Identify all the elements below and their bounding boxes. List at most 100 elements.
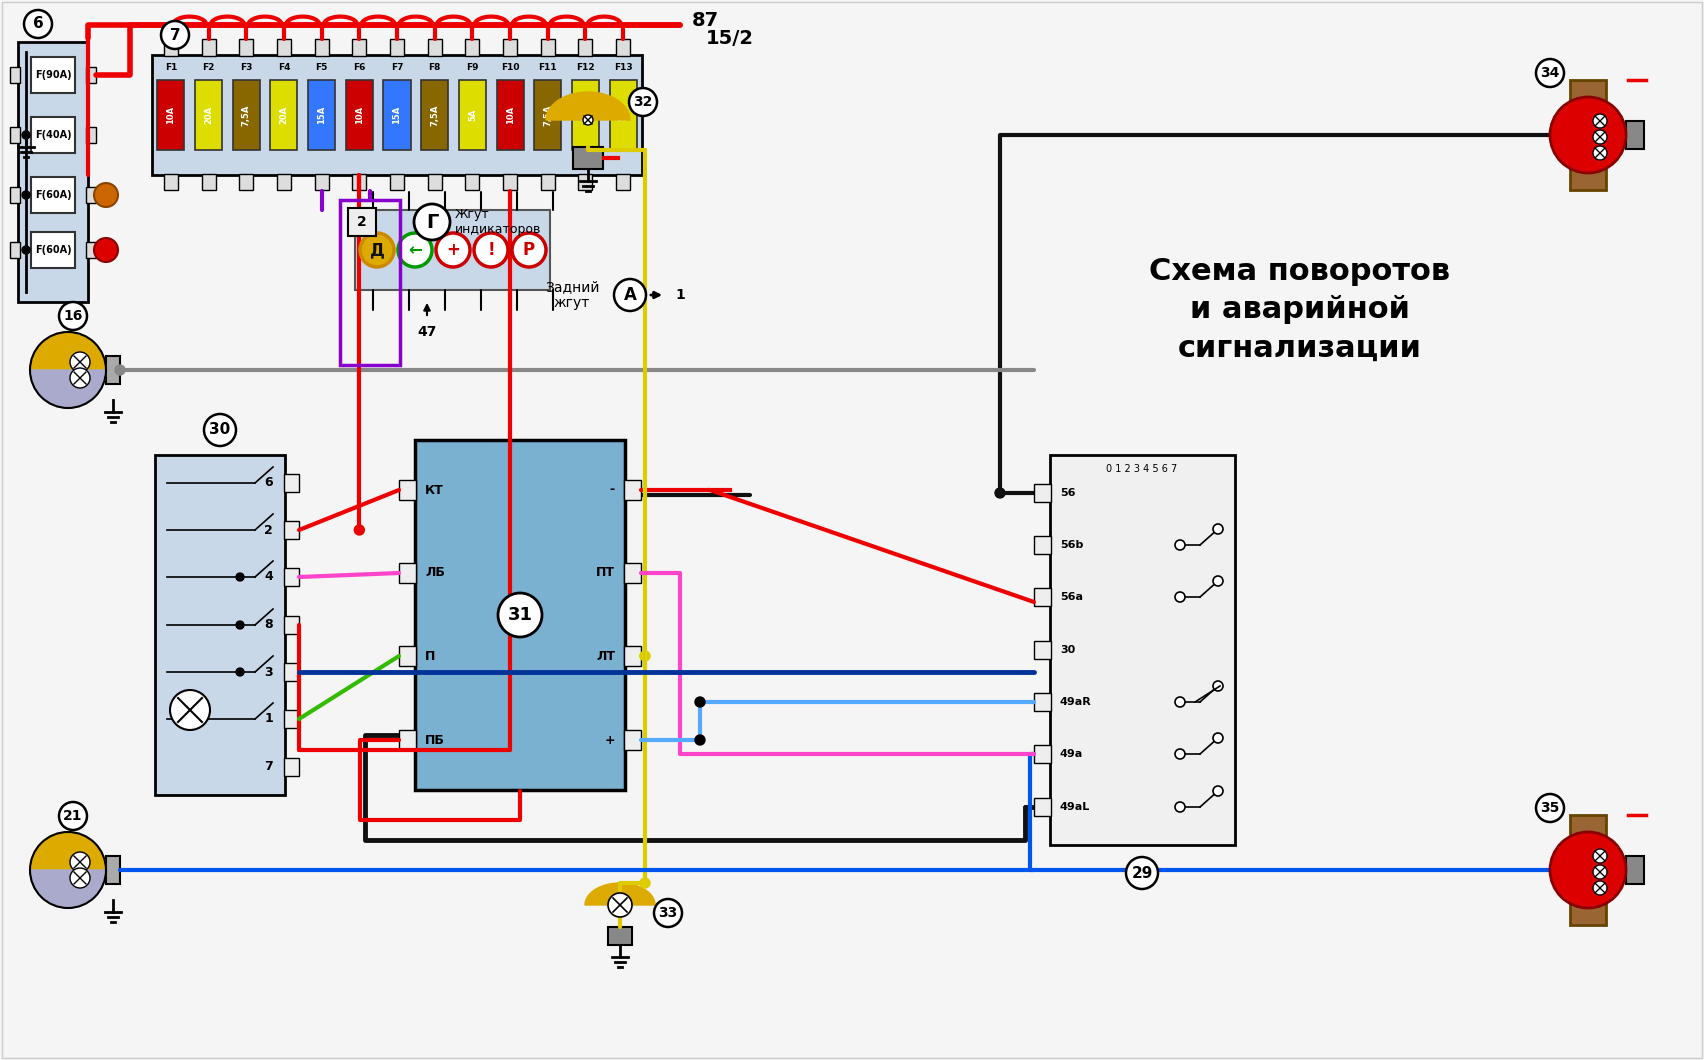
Text: F8: F8 bbox=[428, 63, 441, 71]
Bar bbox=[1034, 588, 1051, 606]
Text: 34: 34 bbox=[1540, 66, 1559, 80]
Text: 35: 35 bbox=[1540, 801, 1559, 815]
Bar bbox=[19, 42, 89, 302]
Circle shape bbox=[24, 10, 53, 38]
Bar bbox=[152, 55, 642, 175]
Bar bbox=[1034, 745, 1051, 763]
Circle shape bbox=[399, 233, 433, 267]
Bar bbox=[465, 174, 479, 190]
Bar bbox=[399, 646, 416, 666]
Text: 87: 87 bbox=[692, 11, 719, 30]
Bar bbox=[85, 67, 95, 83]
Text: 20A: 20A bbox=[204, 106, 213, 124]
Text: F10: F10 bbox=[501, 63, 520, 71]
Bar bbox=[610, 81, 637, 149]
Text: 30: 30 bbox=[1060, 644, 1075, 655]
Text: !: ! bbox=[487, 241, 494, 259]
Bar bbox=[315, 39, 329, 56]
Text: 49a: 49a bbox=[1060, 749, 1084, 759]
Bar bbox=[573, 81, 600, 149]
Text: F(40A): F(40A) bbox=[34, 130, 72, 140]
Text: 7,5A: 7,5A bbox=[544, 104, 552, 126]
Text: F2: F2 bbox=[203, 63, 215, 71]
Circle shape bbox=[613, 279, 646, 311]
Circle shape bbox=[1176, 802, 1184, 812]
Bar bbox=[608, 928, 632, 946]
Circle shape bbox=[160, 21, 189, 49]
Bar bbox=[85, 127, 95, 143]
Bar bbox=[31, 177, 75, 213]
Text: F3: F3 bbox=[240, 63, 252, 71]
Text: ЛТ: ЛТ bbox=[596, 650, 615, 662]
Text: 7,5A: 7,5A bbox=[429, 104, 440, 126]
Circle shape bbox=[1213, 681, 1223, 691]
Bar bbox=[428, 39, 441, 56]
Text: F(90A): F(90A) bbox=[34, 70, 72, 80]
Bar bbox=[239, 39, 254, 56]
Text: 1: 1 bbox=[675, 288, 685, 302]
Bar bbox=[1569, 815, 1605, 925]
Text: +: + bbox=[446, 241, 460, 259]
Bar bbox=[1626, 856, 1644, 884]
Bar bbox=[399, 480, 416, 500]
Circle shape bbox=[1213, 524, 1223, 534]
Bar bbox=[503, 174, 516, 190]
Bar bbox=[194, 81, 222, 149]
Text: 6: 6 bbox=[32, 17, 43, 32]
Circle shape bbox=[60, 302, 87, 330]
Text: 32: 32 bbox=[634, 95, 653, 109]
Bar bbox=[617, 39, 630, 56]
Circle shape bbox=[204, 414, 235, 446]
Circle shape bbox=[1176, 540, 1184, 550]
Text: F(60A): F(60A) bbox=[34, 245, 72, 255]
Bar bbox=[465, 39, 479, 56]
Text: 49aL: 49aL bbox=[1060, 802, 1091, 812]
Circle shape bbox=[22, 191, 31, 199]
Circle shape bbox=[170, 690, 210, 730]
Text: 8: 8 bbox=[264, 618, 273, 632]
Bar bbox=[10, 187, 20, 204]
Text: 5A: 5A bbox=[581, 109, 590, 121]
Text: 49aR: 49aR bbox=[1060, 697, 1092, 707]
Bar bbox=[278, 39, 291, 56]
Bar bbox=[421, 81, 448, 149]
Text: F4: F4 bbox=[278, 63, 290, 71]
Text: 47: 47 bbox=[417, 325, 436, 339]
Circle shape bbox=[354, 525, 365, 535]
Bar bbox=[285, 710, 298, 728]
Circle shape bbox=[1551, 98, 1626, 173]
Circle shape bbox=[1551, 832, 1626, 908]
Circle shape bbox=[1176, 749, 1184, 759]
Circle shape bbox=[1126, 856, 1159, 889]
Bar bbox=[428, 174, 441, 190]
Text: 29: 29 bbox=[1131, 866, 1152, 881]
Text: 3: 3 bbox=[264, 666, 273, 678]
Text: Д: Д bbox=[370, 241, 385, 259]
Bar bbox=[578, 174, 593, 190]
Bar bbox=[503, 39, 516, 56]
Text: 4: 4 bbox=[264, 570, 273, 583]
Text: F(60A): F(60A) bbox=[34, 190, 72, 200]
Circle shape bbox=[654, 899, 682, 928]
Text: 5A: 5A bbox=[619, 109, 627, 121]
Bar bbox=[285, 758, 298, 776]
Bar bbox=[341, 200, 400, 365]
Bar bbox=[233, 81, 259, 149]
Bar bbox=[271, 81, 298, 149]
Bar bbox=[10, 67, 20, 83]
Circle shape bbox=[1213, 787, 1223, 796]
Text: Г: Г bbox=[426, 212, 438, 231]
Bar bbox=[285, 522, 298, 538]
Bar bbox=[308, 81, 336, 149]
Bar bbox=[624, 646, 641, 666]
Circle shape bbox=[94, 183, 118, 207]
Circle shape bbox=[70, 352, 90, 372]
Bar bbox=[164, 39, 177, 56]
Text: 20A: 20A bbox=[279, 106, 288, 124]
Bar bbox=[390, 174, 404, 190]
Bar bbox=[573, 147, 603, 169]
Circle shape bbox=[235, 668, 244, 676]
Bar bbox=[346, 81, 373, 149]
Circle shape bbox=[22, 246, 31, 254]
Polygon shape bbox=[31, 832, 106, 870]
